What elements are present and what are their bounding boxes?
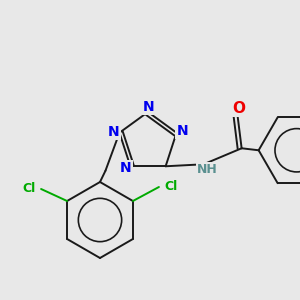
Text: NH: NH [197, 163, 218, 176]
Text: N: N [177, 124, 188, 138]
Text: Cl: Cl [22, 182, 36, 194]
Text: N: N [120, 161, 131, 175]
Text: N: N [143, 100, 155, 114]
Text: Cl: Cl [164, 179, 178, 193]
Text: O: O [232, 101, 245, 116]
Text: N: N [108, 125, 119, 139]
